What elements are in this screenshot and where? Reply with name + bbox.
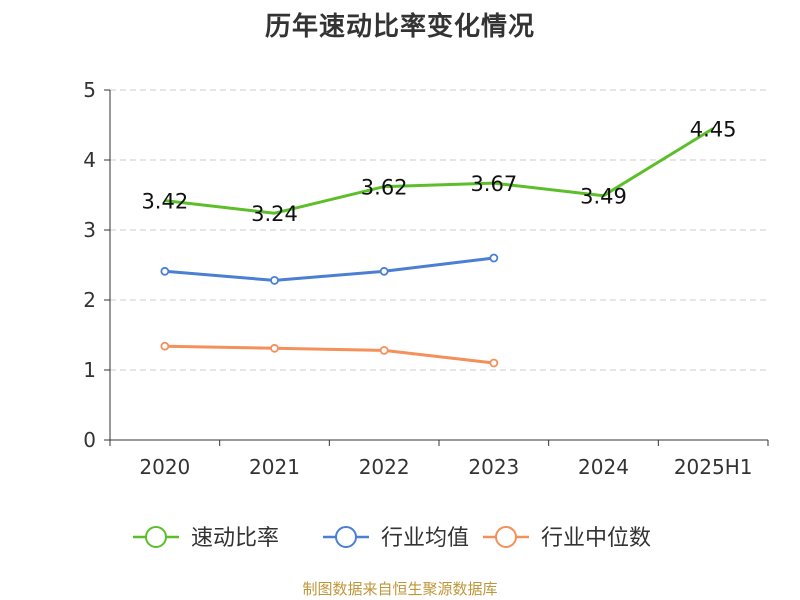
data-point <box>270 343 279 353</box>
data-point <box>489 358 499 368</box>
series-line-3 <box>164 344 495 365</box>
data-point <box>489 253 499 263</box>
data-label: 3.24 <box>251 202 298 226</box>
data-point <box>160 341 170 351</box>
y-tick-label: 3 <box>83 218 96 242</box>
data-point <box>379 345 389 355</box>
x-tick-label: 2023 <box>468 455 519 479</box>
legend-item: 行业均值 <box>323 526 469 551</box>
data-label: 3.67 <box>470 172 517 196</box>
x-tick-label: 2021 <box>249 455 300 479</box>
data-label: 3.49 <box>580 185 627 209</box>
legend-marker <box>145 526 167 548</box>
data-label: 3.42 <box>141 190 188 214</box>
series-line-1 <box>164 127 714 215</box>
chart-title: 历年速动比率变化情况 <box>264 12 535 42</box>
legend-marker <box>495 526 517 548</box>
data-point <box>160 266 170 276</box>
legend-label: 行业均值 <box>381 526 469 551</box>
series-line-2 <box>164 256 495 282</box>
x-tick-label: 2022 <box>359 455 410 479</box>
data-label: 4.45 <box>690 118 737 142</box>
legend-label: 行业中位数 <box>541 526 651 551</box>
data-point <box>270 275 279 285</box>
x-tick-label: 2025H1 <box>674 455 753 479</box>
y-tick-label: 5 <box>83 78 96 102</box>
legend-label: 速动比率 <box>191 526 279 551</box>
y-tick-label: 4 <box>83 148 96 172</box>
data-label: 3.62 <box>361 176 408 200</box>
legend-item: 行业中位数 <box>483 526 651 551</box>
y-tick-label: 1 <box>83 358 96 382</box>
source-note: 制图数据来自恒生聚源数据库 <box>302 580 498 598</box>
y-tick-label: 2 <box>83 288 96 312</box>
y-tick-label: 0 <box>83 428 96 452</box>
x-tick-label: 2020 <box>139 455 190 479</box>
data-point <box>379 266 389 276</box>
legend-marker <box>335 526 357 548</box>
x-tick-label: 2024 <box>578 455 629 479</box>
legend-item: 速动比率 <box>133 526 279 551</box>
